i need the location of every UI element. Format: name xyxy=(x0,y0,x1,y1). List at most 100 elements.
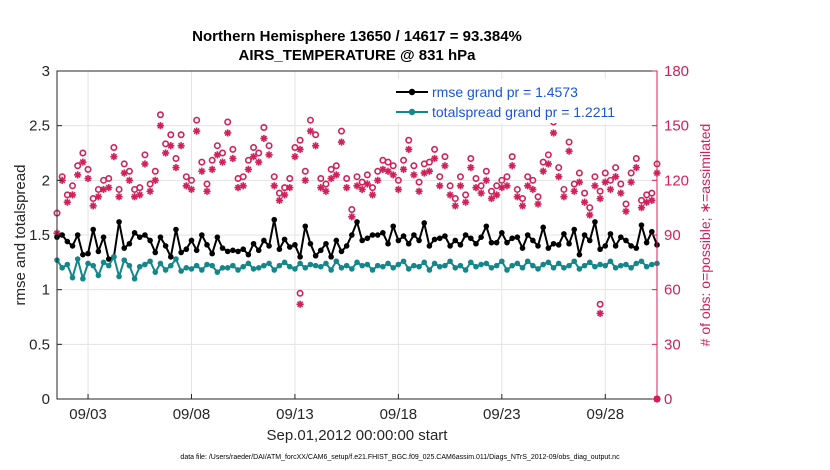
rmse-point xyxy=(276,246,283,253)
totalspread-point xyxy=(193,262,200,269)
obs-assimilated-point xyxy=(156,122,165,130)
rmse-point xyxy=(416,237,422,244)
obs-assimilated-point xyxy=(151,176,159,184)
rmse-point xyxy=(157,234,164,240)
totalspread-point xyxy=(524,258,531,265)
asterisk-stroke xyxy=(586,211,593,219)
totalspread-point xyxy=(643,263,650,270)
obs-assimilated-point xyxy=(410,171,418,179)
y-tick-label-right: 150 xyxy=(664,118,689,135)
rmse-point xyxy=(105,256,112,262)
obs-possible-point xyxy=(265,142,273,150)
obs-possible-point xyxy=(136,184,144,192)
rmse-point xyxy=(261,237,267,244)
rmse-point xyxy=(545,245,552,251)
rmse-point xyxy=(550,240,557,247)
rmse-point xyxy=(561,231,567,237)
obs-assimilated-point xyxy=(208,165,216,173)
totalspread-point xyxy=(235,267,241,273)
obs-possible-point xyxy=(327,165,335,173)
obs-possible-point xyxy=(208,156,216,164)
rmse-point xyxy=(571,226,578,233)
rmse-point xyxy=(524,232,531,238)
obs-possible-point xyxy=(513,185,521,193)
totalspread-point xyxy=(623,261,629,268)
asterisk-stroke xyxy=(229,155,236,162)
obs-assimilated-point xyxy=(596,194,604,203)
rmse-point xyxy=(333,237,340,244)
totalspread-point xyxy=(276,262,283,269)
y-tick-label-left: 0 xyxy=(42,391,50,408)
obs-assimilated-point xyxy=(89,202,97,210)
totalspread-point xyxy=(405,266,412,272)
obs-assimilated-point xyxy=(260,134,268,143)
obs-assimilated-point xyxy=(534,200,542,208)
obs-possible-point xyxy=(156,111,164,119)
totalspread-point xyxy=(74,256,81,262)
totalspread-point xyxy=(230,262,236,269)
obs-assimilated-point xyxy=(68,191,77,199)
obs-assimilated-point xyxy=(317,184,325,192)
totalspread-point xyxy=(566,262,572,269)
x-tick-label: 09/03 xyxy=(69,406,107,423)
totalspread-point xyxy=(64,261,71,268)
obs-possible-point xyxy=(286,175,294,183)
rmse-point xyxy=(64,238,71,245)
asterisk-stroke xyxy=(452,202,459,209)
obs-possible-point xyxy=(575,169,583,177)
obs-assimilated-point xyxy=(580,198,589,206)
asterisk-stroke xyxy=(581,199,588,206)
asterisk-stroke xyxy=(146,188,154,195)
asterisk-stroke xyxy=(312,142,319,149)
obs-possible-point xyxy=(239,173,247,181)
obs-assimilated-point xyxy=(125,176,134,184)
rmse-point xyxy=(452,237,459,244)
obs-possible-point xyxy=(306,116,314,124)
asterisk-stroke xyxy=(162,149,169,157)
totalspread-point xyxy=(85,260,91,267)
asterisk-stroke xyxy=(338,138,345,146)
rmse-point xyxy=(447,243,453,249)
obs-possible-point xyxy=(451,195,459,203)
totalspread-point xyxy=(255,265,262,271)
totalspread-point xyxy=(328,267,334,273)
obs-assimilated-point xyxy=(612,173,620,181)
obs-assimilated-point xyxy=(508,162,516,170)
obs-assimilated-point xyxy=(632,163,640,172)
asterisk-stroke xyxy=(540,168,547,175)
asterisk-stroke xyxy=(291,153,299,160)
obs-possible-point xyxy=(456,173,464,181)
asterisk-stroke xyxy=(571,188,578,195)
rmse-point xyxy=(364,235,371,242)
totalspread-point xyxy=(199,267,205,273)
obs-assimilated-point xyxy=(518,202,527,210)
totalspread-point xyxy=(80,275,86,282)
chart-subtitle: AIRS_TEMPERATURE @ 831 hPa xyxy=(239,47,477,64)
obs-possible-point xyxy=(648,189,656,197)
rmse-point xyxy=(628,243,634,249)
totalspread-point xyxy=(607,258,614,265)
asterisk-stroke xyxy=(240,182,247,189)
rmse-point xyxy=(499,230,505,236)
obs-possible-point xyxy=(617,180,625,188)
rmse-point xyxy=(136,234,143,240)
obs-assimilated-point xyxy=(637,204,646,212)
obs-possible-point xyxy=(244,156,252,164)
rmse-point xyxy=(343,243,350,249)
obs-assimilated-point xyxy=(446,191,454,199)
obs-assimilated-point xyxy=(389,171,397,179)
asterisk-stroke xyxy=(90,202,97,209)
asterisk-stroke xyxy=(462,199,469,206)
asterisk-stroke xyxy=(167,142,174,149)
asterisk-stroke xyxy=(74,171,81,178)
totalspread-point xyxy=(493,262,500,269)
y-tick-label-right: 60 xyxy=(664,282,681,299)
obs-possible-point xyxy=(193,116,201,124)
obs-possible-point xyxy=(560,185,568,193)
rmse-point xyxy=(188,237,195,244)
obs-possible-point xyxy=(462,191,470,199)
totalspread-point xyxy=(633,260,640,267)
obs-possible-point xyxy=(524,173,532,181)
totalspread-point xyxy=(261,262,267,269)
